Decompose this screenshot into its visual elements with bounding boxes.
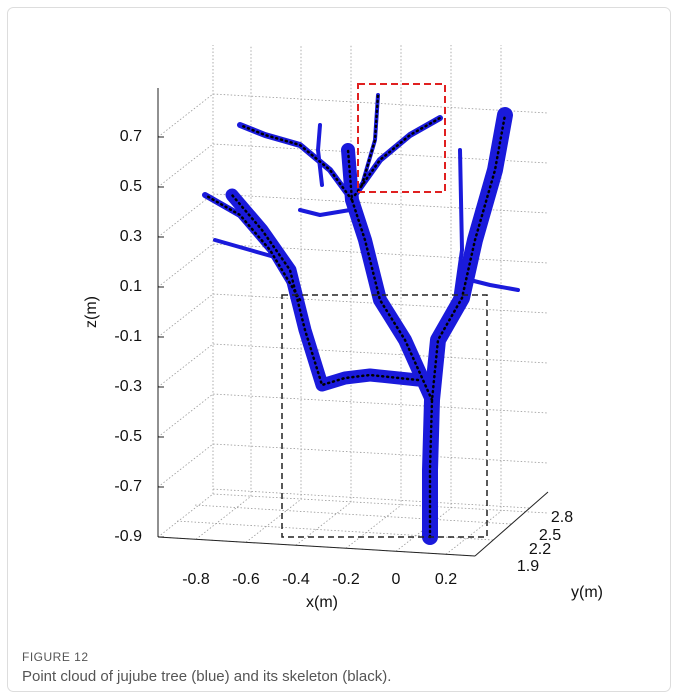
- grid-line: [245, 498, 302, 543]
- z-tick-label: 0.5: [120, 178, 142, 195]
- grid-line: [157, 443, 549, 488]
- y-tick-label: 2.2: [529, 541, 551, 558]
- x-tick-label: -0.2: [332, 571, 360, 588]
- z-axis-label: z(m): [83, 296, 100, 328]
- grid-line: [157, 393, 549, 438]
- grid-line: [445, 510, 502, 555]
- y-tick-label: 1.9: [517, 558, 539, 575]
- axes: [157, 88, 549, 557]
- y-tick-label: 2.5: [539, 527, 561, 544]
- caption-label: FIGURE 12: [22, 650, 89, 664]
- grid-line: [157, 293, 549, 338]
- grid-line: [211, 488, 530, 509]
- grid-line: [295, 501, 352, 546]
- grid-line: [193, 504, 512, 525]
- caption-text: Point cloud of jujube tree (blue) and it…: [22, 668, 392, 685]
- grid-line: [395, 507, 452, 552]
- z-tick-label: 0.1: [120, 278, 142, 295]
- frame: [7, 7, 671, 692]
- grid: [157, 45, 549, 557]
- y-tick-label: 2.8: [551, 509, 573, 526]
- z-tick-label: 0.3: [120, 228, 142, 245]
- grid-line: [175, 520, 494, 541]
- z-tick-label: -0.5: [114, 428, 142, 445]
- x-tick-label: 0: [392, 571, 401, 588]
- skeleton: [203, 93, 507, 539]
- trunk-box: [281, 294, 488, 538]
- z-tick-label: -0.3: [114, 378, 142, 395]
- z-tick-label: 0.7: [120, 128, 142, 145]
- x-tick-label: -0.4: [282, 571, 310, 588]
- x-axis-label: x(m): [306, 594, 338, 611]
- x-tick-label: -0.8: [182, 571, 210, 588]
- x-tick-label: -0.6: [232, 571, 260, 588]
- z-tick-label: -0.1: [114, 328, 142, 345]
- grid-line: [157, 493, 549, 538]
- highlight-box: [357, 83, 446, 193]
- z-tick-label: -0.9: [114, 528, 142, 545]
- grid-line: [345, 504, 402, 549]
- x-tick-label: 0.2: [435, 571, 457, 588]
- grid-line: [157, 93, 549, 138]
- y-axis-label: y(m): [571, 584, 603, 601]
- point-cloud: [202, 93, 520, 545]
- grid-line: [157, 243, 549, 288]
- z-tick-label: -0.7: [114, 478, 142, 495]
- grid-line: [195, 495, 252, 540]
